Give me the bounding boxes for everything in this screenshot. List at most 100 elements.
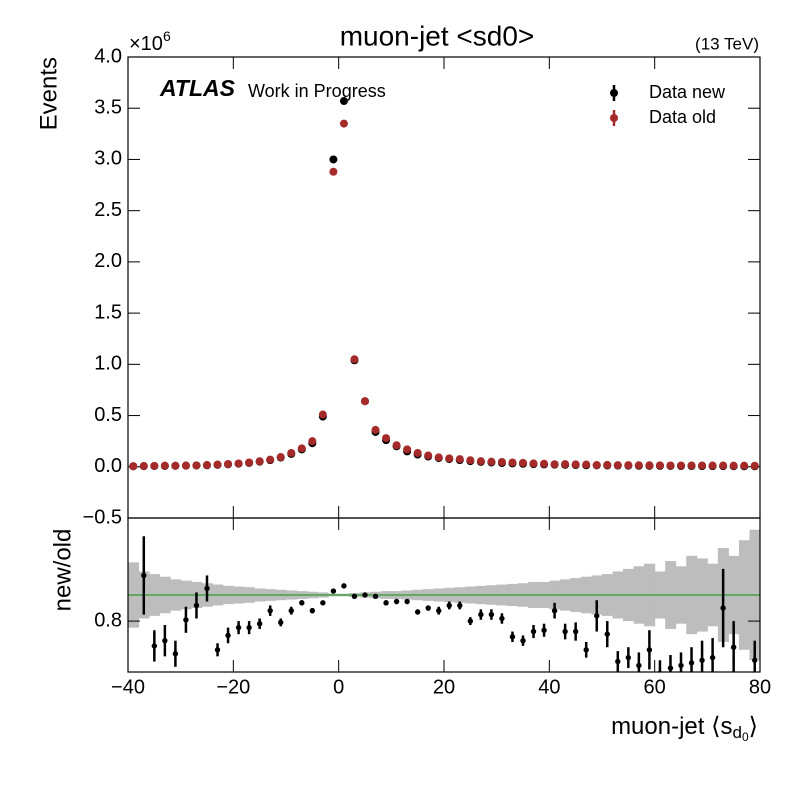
x-tick-label: −20 bbox=[216, 676, 250, 698]
data-point bbox=[224, 460, 233, 469]
data-point bbox=[181, 461, 190, 470]
y-axis-label: Events bbox=[35, 57, 62, 130]
ratio-point bbox=[404, 598, 410, 605]
ratio-point bbox=[699, 657, 705, 663]
data-point bbox=[571, 460, 580, 469]
data-point bbox=[666, 461, 675, 470]
y-tick-label: 2.0 bbox=[94, 250, 122, 272]
data-point bbox=[434, 453, 443, 462]
data-point bbox=[529, 459, 538, 468]
x-tick-label: 20 bbox=[433, 676, 455, 698]
ratio-point bbox=[204, 585, 210, 592]
legend-marker bbox=[610, 114, 618, 122]
data-point bbox=[466, 456, 475, 465]
ratio-point bbox=[730, 644, 737, 650]
data-point bbox=[245, 458, 254, 467]
data-point bbox=[729, 461, 738, 470]
ratio-point bbox=[667, 665, 674, 671]
data-point bbox=[382, 434, 391, 443]
data-point bbox=[487, 457, 496, 466]
data-point bbox=[750, 461, 759, 470]
ratio-point bbox=[478, 611, 484, 618]
ratio-point bbox=[446, 602, 452, 609]
data-point bbox=[687, 461, 696, 470]
atlas-status: Work in Progress bbox=[248, 81, 386, 101]
data-point bbox=[171, 461, 180, 470]
legend-label: Data old bbox=[649, 107, 716, 127]
energy-label: (13 TeV) bbox=[695, 34, 759, 53]
ratio-point bbox=[541, 627, 547, 633]
data-point bbox=[350, 355, 359, 364]
ratio-point bbox=[530, 628, 537, 635]
offset-text: ×106 bbox=[129, 28, 171, 56]
data-point bbox=[582, 460, 591, 469]
ratio-point bbox=[351, 593, 358, 600]
y-tick-label: 3.0 bbox=[94, 148, 122, 170]
ratio-point bbox=[425, 605, 431, 611]
data-point bbox=[203, 461, 211, 470]
ratio-point bbox=[341, 583, 347, 589]
data-point bbox=[339, 97, 348, 106]
ratio-y-axis-label: new/old bbox=[49, 529, 76, 612]
ratio-point bbox=[457, 602, 463, 609]
data-point bbox=[403, 445, 412, 454]
data-point bbox=[139, 461, 148, 470]
data-point bbox=[634, 461, 643, 470]
ratio-point bbox=[615, 658, 621, 665]
data-point bbox=[308, 437, 317, 446]
x-tick-label: 0 bbox=[333, 676, 344, 698]
ratio-point bbox=[330, 588, 337, 594]
ratio-point bbox=[436, 607, 442, 614]
ratio-point bbox=[678, 662, 684, 669]
ratio-point bbox=[383, 600, 389, 606]
data-point bbox=[624, 461, 633, 470]
ratio-point bbox=[604, 631, 610, 637]
ratio-plot bbox=[128, 529, 760, 672]
y-tick-label: 3.5 bbox=[94, 97, 122, 119]
data-point bbox=[655, 461, 664, 470]
ratio-point bbox=[235, 624, 242, 631]
ratio-point bbox=[488, 611, 495, 618]
ratio-point bbox=[162, 637, 168, 644]
ratio-point bbox=[246, 624, 252, 631]
ratio-point bbox=[267, 607, 273, 614]
data-point bbox=[550, 460, 559, 469]
ratio-point bbox=[709, 654, 716, 661]
offset-exponent: 6 bbox=[163, 28, 171, 44]
y-tick-label: 1.0 bbox=[94, 353, 122, 375]
data-point bbox=[361, 397, 369, 406]
ratio-point bbox=[551, 607, 558, 614]
data-point bbox=[329, 155, 338, 164]
ratio-point bbox=[288, 607, 294, 614]
ratio-point bbox=[625, 654, 632, 661]
y-tick-label: 1.5 bbox=[94, 301, 122, 323]
ratio-point bbox=[752, 657, 758, 663]
ratio-point bbox=[646, 647, 653, 653]
y-tick-label: −0.5 bbox=[83, 506, 122, 528]
data-point bbox=[645, 461, 654, 470]
ratio-point bbox=[393, 598, 400, 605]
data-point bbox=[318, 410, 327, 419]
ratio-point bbox=[572, 628, 579, 635]
ratio-point bbox=[151, 643, 158, 649]
data-point bbox=[129, 462, 138, 471]
data-point bbox=[698, 461, 707, 470]
ratio-point bbox=[583, 647, 589, 653]
data-point bbox=[719, 461, 728, 470]
ratio-point bbox=[141, 572, 147, 579]
x-label-sub: d bbox=[732, 723, 741, 742]
x-tick-label: 40 bbox=[538, 676, 560, 698]
ratio-point bbox=[562, 628, 568, 635]
data-point bbox=[339, 119, 348, 128]
ratio-point bbox=[414, 609, 421, 615]
ratio-point bbox=[225, 632, 231, 639]
data-point bbox=[476, 457, 485, 466]
ratio-point bbox=[509, 634, 516, 640]
data-point bbox=[592, 461, 601, 470]
data-point bbox=[561, 460, 570, 469]
y-tick-label: 0.5 bbox=[94, 404, 122, 426]
ratio-point bbox=[372, 593, 379, 600]
data-point bbox=[413, 448, 422, 457]
ratio-point bbox=[256, 621, 263, 627]
